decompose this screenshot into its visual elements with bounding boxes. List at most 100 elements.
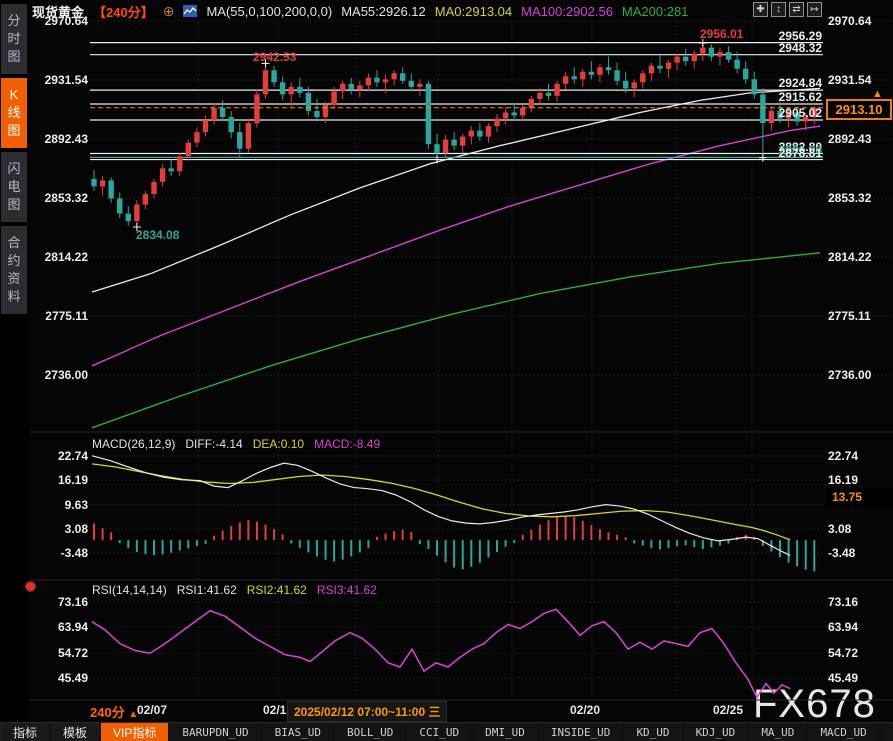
ma55-value: MA55:2926.12 [341,3,426,19]
candle-body [648,65,655,74]
candle-body [768,110,775,124]
tab-template[interactable]: 模板 [51,723,100,741]
tab-indicator[interactable]: 指标 [1,723,50,741]
tab-ma-ud[interactable]: MA_UD [749,723,807,741]
candle-body [305,92,312,111]
candle-body [434,144,440,154]
tab-inside-ud[interactable]: INSIDE_UD [538,723,623,741]
candle-body [657,65,663,69]
candle-body [262,70,269,95]
tab-more[interactable]: >> [880,723,893,741]
tab-macd-ud[interactable]: MACD_UD [808,723,879,741]
tab-barupdn-ud[interactable]: BARUPDN_UD [170,723,261,741]
ma-settings-label: MA(55,0,100,200,0,0) [206,3,333,19]
ma200-line [91,252,821,429]
sidebar-tab-kline[interactable]: K 线 图 [1,78,27,148]
candle-body [254,94,260,124]
crosshair-move-icon[interactable]: ✚ [753,2,768,17]
candle-body [708,47,715,57]
chart-type-icon [183,5,198,17]
candle-body [468,130,474,137]
period-button[interactable]: 240分 ▲ [90,702,138,721]
tab-dmi-ud[interactable]: DMI_UD [473,723,537,741]
rsi-header: RSI(14,14,14) RSI1:41.62 RSI2:41.62 RSI3… [92,583,377,597]
ma100-value: MA100:2902.56 [521,3,613,19]
sidebar-tab-intraday[interactable]: 分 时 图 [1,4,27,74]
candle-body [425,83,432,145]
tab-kd-ud[interactable]: KD_UD [624,723,682,741]
current-price-badge: 2913.10 [826,99,892,120]
tab-boll-ud[interactable]: BOLL_UD [334,723,406,741]
candle-body [734,59,740,69]
candle-body [674,56,680,63]
macd-dea-line [91,463,791,541]
candle-body [91,178,97,187]
candle-body [348,83,354,90]
candle-body [271,70,277,83]
candle-body [391,73,397,80]
candle-body [751,79,757,95]
candle-body [117,198,123,214]
rsi2-line [91,608,791,699]
candle-body [151,181,157,194]
period-arrow-icon: ▲ [128,709,139,720]
candle-body [691,53,697,62]
chart-header: 现货黄金 【240分】 ⊕ MA(55,0,100,200,0,0) MA55:… [32,1,688,21]
candle-body [134,204,140,222]
symbol-title: 现货黄金 [32,4,85,20]
chart-tool-icons: ✚ ↕ ⇄ ↦ [753,2,822,17]
candle-body [760,94,766,124]
candle-body [520,107,526,116]
candle-body [202,120,209,133]
macd-title: MACD(26,12,9) [92,437,176,451]
candle-body [400,73,406,81]
period-text: 240分 [90,705,125,720]
candle-body [159,168,166,182]
candle-body [502,112,509,119]
candle-body [125,213,131,222]
candle-body [442,139,449,154]
candle-body [785,112,792,119]
pan-right-icon[interactable]: ↦ [807,2,822,17]
candle-body [237,132,243,149]
candle-body [108,180,114,199]
axis-zoom-vertical-icon[interactable]: ↕ [771,2,786,17]
candle-body [460,136,466,146]
ma200-value: MA200:281 [621,3,689,19]
add-indicator-icon[interactable]: ⊕ [162,2,175,19]
tab-bias-ud[interactable]: BIAS_UD [262,723,333,741]
candle-body [631,82,637,89]
ma0-value: MA0:2913.04 [434,3,513,19]
tab-cci-ud[interactable]: CCI_UD [407,723,472,741]
rsi3-line [91,608,791,699]
period-label[interactable]: 【240分】 [93,4,154,20]
candle-body [597,67,603,75]
candle-body [279,82,286,95]
macd-diff-value: DIFF:-4.14 [185,437,243,451]
candle-body [665,62,672,69]
candle-body [580,71,586,80]
tab-vip-indicator[interactable]: VIP指标 [101,723,169,741]
candle-body [288,86,294,95]
rsi2-value: RSI2:41.62 [246,583,307,597]
sidebar-tab-contract-info[interactable]: 合 约 资 料 [1,226,27,314]
price-alert-icon[interactable]: ▲ [872,88,883,100]
macd-diff-line [91,455,791,556]
candle-body [588,71,595,75]
candle-body [537,92,543,99]
tab-kdj-ud[interactable]: KDJ_UD [683,723,748,741]
sidebar-tab-flash[interactable]: 闪 电 图 [1,152,27,222]
candle-body [219,107,226,118]
candle-body [185,142,192,157]
candle-body [494,118,500,127]
axis-zoom-horizontal-icon[interactable]: ⇄ [789,2,804,17]
candle-body [622,80,629,89]
candle-body [605,67,612,71]
candle-body [794,112,800,122]
record-dot-icon[interactable] [25,581,36,592]
candle-body [365,77,372,86]
macd-value-badge: 13.75 [826,488,893,506]
candle-body [322,104,329,118]
candle-body [545,92,552,96]
